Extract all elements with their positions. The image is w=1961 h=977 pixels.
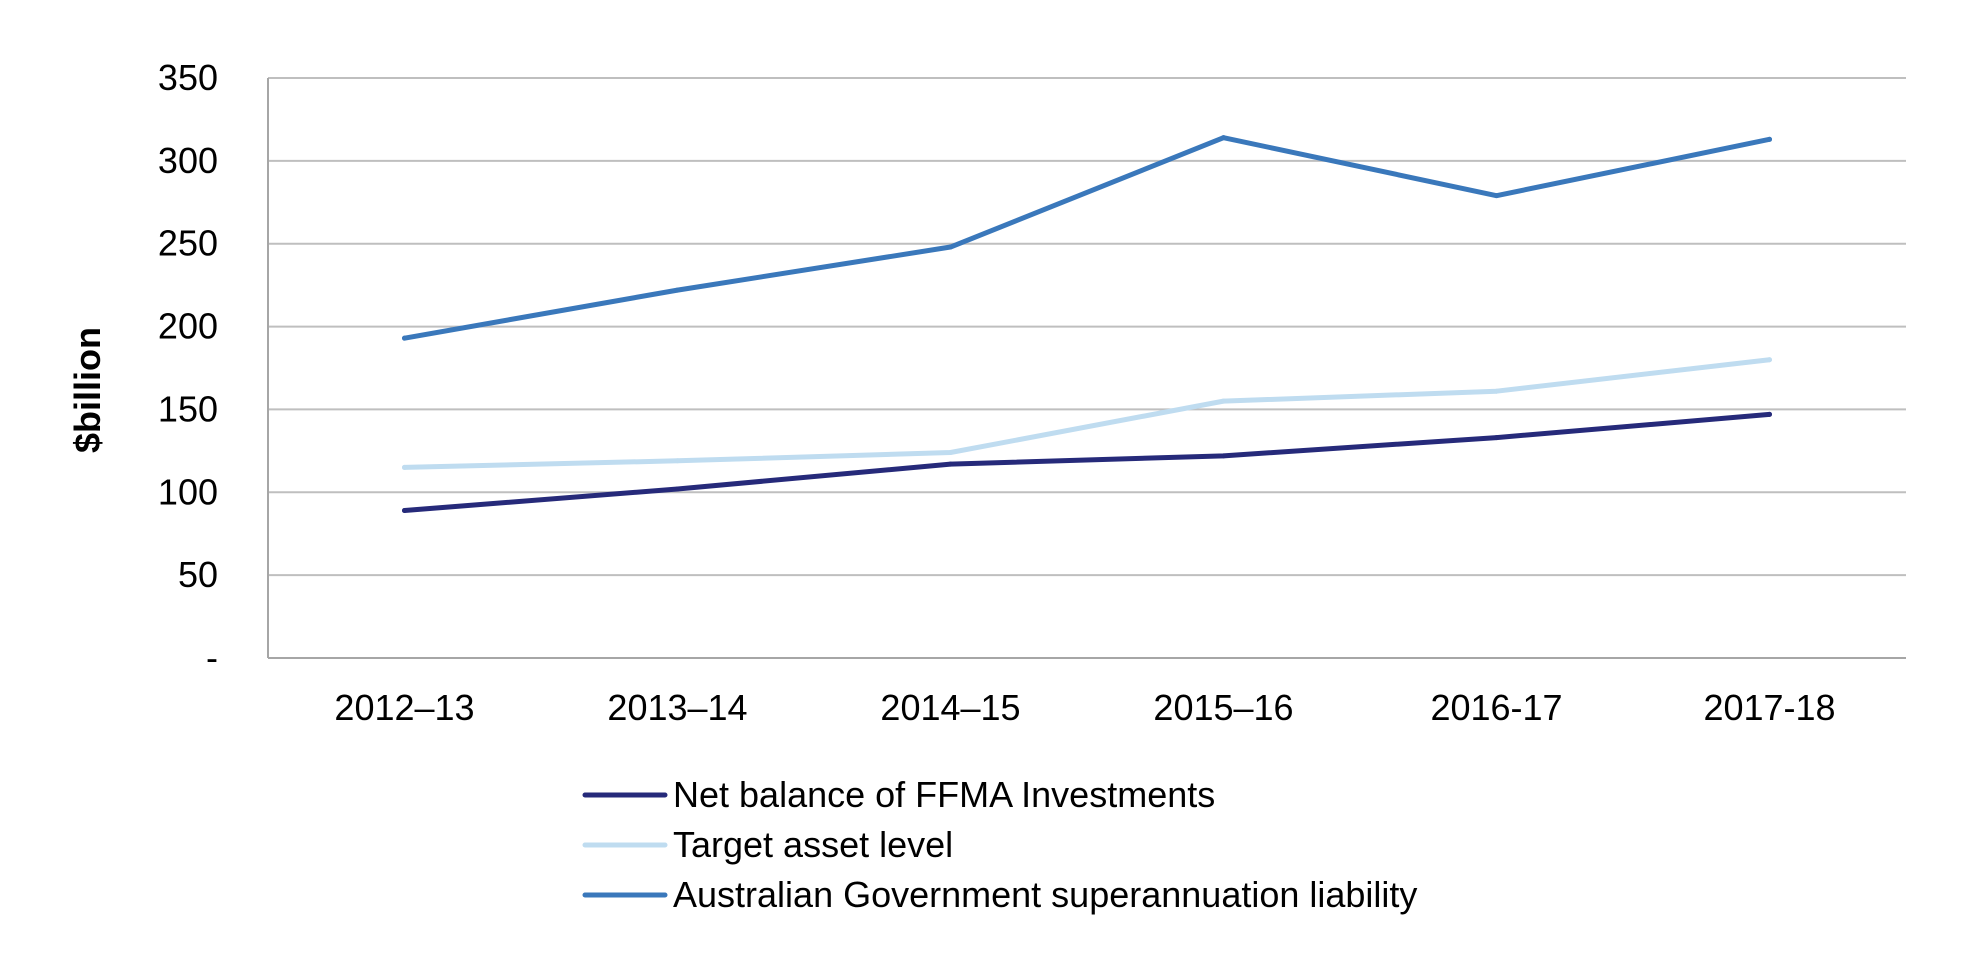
- y-tick-label: -: [206, 637, 218, 678]
- y-tick-label: 300: [158, 140, 218, 181]
- series-line: [402, 135, 1772, 341]
- series-lines: [402, 135, 1772, 514]
- gridlines: [268, 77, 1906, 577]
- legend: Net balance of FFMA Investments Target as…: [582, 774, 1417, 915]
- data-point: [1494, 388, 1499, 394]
- data-point: [675, 486, 680, 492]
- x-tick-label: 2016-17: [1430, 687, 1562, 728]
- x-tick-label: 2013–14: [607, 687, 747, 728]
- y-axis-label: $billion: [67, 327, 108, 453]
- x-tick-label: 2014–15: [880, 687, 1020, 728]
- data-point: [948, 244, 953, 250]
- data-point: [1767, 357, 1772, 363]
- data-point: [402, 335, 407, 341]
- y-tick-label: 150: [158, 388, 218, 429]
- data-point: [675, 287, 680, 293]
- y-tick-label: 250: [158, 223, 218, 264]
- data-point: [675, 458, 680, 464]
- x-tick-labels: 2012–13 2013–14 2014–15 2015–16 2016-17 2017-…: [334, 687, 1835, 728]
- data-point: [402, 508, 407, 514]
- data-point: [1221, 135, 1226, 141]
- data-point: [1767, 136, 1772, 142]
- x-tick-label: 2017-18: [1703, 687, 1835, 728]
- data-point: [1221, 398, 1226, 404]
- series-line: [402, 411, 1772, 514]
- data-point: [402, 464, 407, 470]
- legend-label: Net balance of FFMA Investments: [673, 774, 1215, 815]
- data-point: [1494, 193, 1499, 199]
- data-point: [948, 461, 953, 467]
- series-line: [402, 357, 1772, 470]
- data-point: [1767, 411, 1772, 417]
- legend-label: Australian Government superannuation lia…: [673, 874, 1417, 915]
- data-point: [1494, 435, 1499, 441]
- y-tick-labels: - 50 100 150 200 250 300 350: [158, 57, 218, 678]
- data-point: [1221, 453, 1226, 459]
- y-tick-label: 200: [158, 306, 218, 347]
- x-tick-label: 2015–16: [1153, 687, 1293, 728]
- y-tick-label: 50: [178, 554, 218, 595]
- legend-label: Target asset level: [673, 824, 953, 865]
- y-tick-label: 100: [158, 471, 218, 512]
- x-tick-label: 2012–13: [334, 687, 474, 728]
- y-tick-label: 350: [158, 57, 218, 98]
- axes: [267, 78, 1906, 659]
- data-point: [948, 450, 953, 456]
